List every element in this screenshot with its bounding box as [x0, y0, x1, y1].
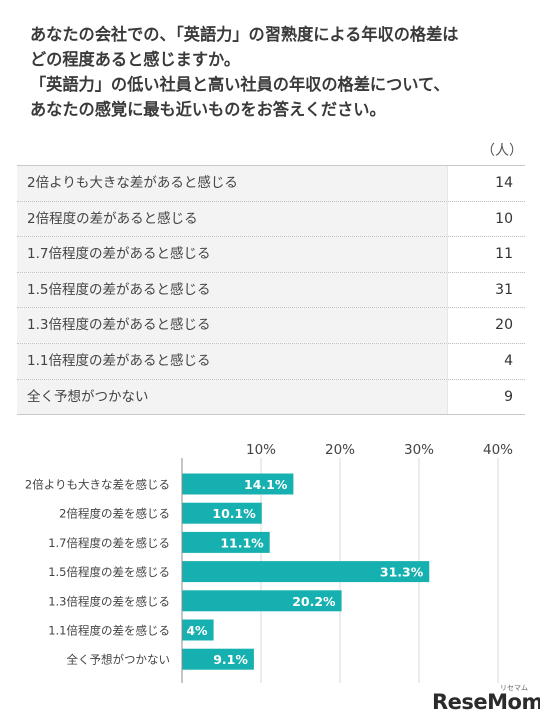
table-row: 1.3倍程度の差があると感じる 20: [17, 307, 525, 343]
x-tick-label: 40%: [483, 442, 513, 458]
question-text: あなたの会社での、「英語力」の習熟度による年収の格差は どの程度あると感じますか…: [30, 22, 520, 122]
table-row-count: 31: [447, 272, 525, 308]
table-row: 全く予想がつかない 9: [17, 378, 525, 415]
x-tick-label: 20%: [325, 442, 355, 458]
x-tick-label: 10%: [246, 442, 276, 458]
table-row-label: 全く予想がつかない: [27, 388, 149, 405]
table-row-label: 1.3倍程度の差があると感じる: [27, 317, 211, 334]
question-line: 「英語力」の低い社員と高い社員の年収の格差について、: [30, 75, 450, 94]
x-tick-label: 30%: [404, 442, 434, 458]
table-row-count: 14: [447, 166, 525, 201]
bar: [182, 619, 214, 641]
bar: [182, 561, 430, 583]
results-table: 2倍よりも大きな差があると感じる 14 2倍程度の差があると感じる 10 1.7倍程度の…: [17, 165, 525, 416]
category-label: 1.7倍程度の差を感じる: [48, 536, 170, 550]
table-row-count: 9: [447, 379, 525, 415]
table-row: 2倍よりも大きな差があると感じる 14: [17, 166, 525, 201]
resemom-logo-kana: リセマム: [500, 684, 528, 692]
table-row-label: 1.5倍程度の差があると感じる: [27, 281, 211, 298]
category-label: 1.5倍程度の差を感じる: [48, 565, 170, 579]
bar: [182, 531, 270, 553]
bar: [182, 648, 254, 670]
bar-chart: 10% 20% 30% 40% 2倍よりも大きな差を感じる 14.1% 2倍程度の差を感じる…: [25, 442, 513, 683]
table-row-count: 4: [447, 343, 525, 379]
category-label: 2倍よりも大きな差を感じる: [25, 478, 170, 492]
table-row-count: 11: [447, 237, 525, 272]
question-line: どの程度あると感じますか。: [30, 50, 241, 69]
category-label: 1.1倍程度の差を感じる: [48, 624, 170, 638]
data-label: 10.1%: [212, 506, 256, 521]
question-line: あなたの会社での、「英語力」の習熟度による年収の格差は: [30, 25, 459, 44]
data-label: 11.1%: [220, 535, 264, 550]
category-label: 1.3倍程度の差を感じる: [48, 594, 170, 608]
table-row: 1.1倍程度の差があると感じる 4: [17, 342, 525, 379]
data-label: 14.1%: [244, 477, 288, 492]
category-label: 2倍程度の差を感じる: [59, 507, 170, 521]
bar: [182, 590, 342, 612]
table-row-label: 1.1倍程度の差があると感じる: [27, 352, 211, 369]
category-label: 全く予想がつかない: [67, 653, 171, 667]
data-label: 9.1%: [213, 652, 248, 667]
table-row: 2倍程度の差があると感じる 10: [17, 200, 525, 237]
table-row-label: 1.7倍程度の差があると感じる: [27, 246, 211, 263]
bar: [182, 502, 262, 524]
table-row-label: 2倍よりも大きな差があると感じる: [27, 175, 238, 191]
question-line: あなたの感覚に最も近いものをお答えください。: [30, 100, 386, 119]
unit-label: （人）: [481, 143, 523, 159]
bar: [182, 473, 294, 495]
table-row: 1.5倍程度の差があると感じる 31: [17, 271, 525, 308]
data-label: 4%: [186, 623, 208, 638]
table-row: 1.7倍程度の差があると感じる 11: [17, 236, 525, 272]
table-row-label: 2倍程度の差があると感じる: [27, 210, 198, 227]
table-row-count: 10: [447, 201, 525, 237]
data-label: 20.2%: [292, 594, 336, 609]
table-row-count: 20: [447, 308, 525, 343]
data-label: 31.3%: [380, 565, 424, 580]
resemom-logo: ReseMom: [432, 690, 540, 714]
